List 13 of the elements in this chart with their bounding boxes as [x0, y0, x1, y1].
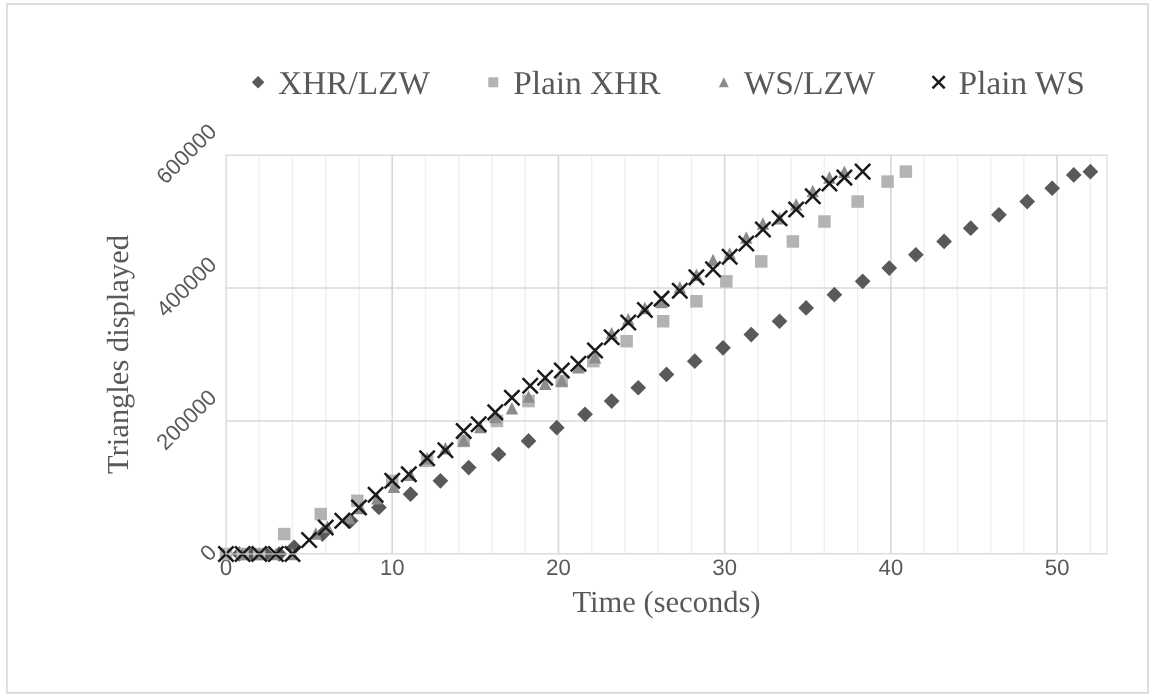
x-tick-label: 30	[713, 559, 737, 576]
y-axis-title: Triangles displayed	[106, 235, 135, 474]
x-axis-title: Time (seconds)	[572, 590, 760, 619]
x-tick-label: 10	[381, 559, 404, 576]
x-tick-label: 50	[1045, 559, 1069, 576]
x-tick-label: 40	[879, 559, 903, 576]
legend-label: Plain WS	[959, 70, 1083, 95]
y-tick-label: 0	[198, 543, 218, 562]
legend-label: WS/LZW	[743, 71, 876, 95]
x-tick-label: 0	[220, 559, 232, 576]
legend-label: Plain XHR	[514, 70, 661, 95]
x-tick-label: 20	[547, 559, 570, 576]
legend-label: XHR/LZW	[278, 71, 430, 95]
